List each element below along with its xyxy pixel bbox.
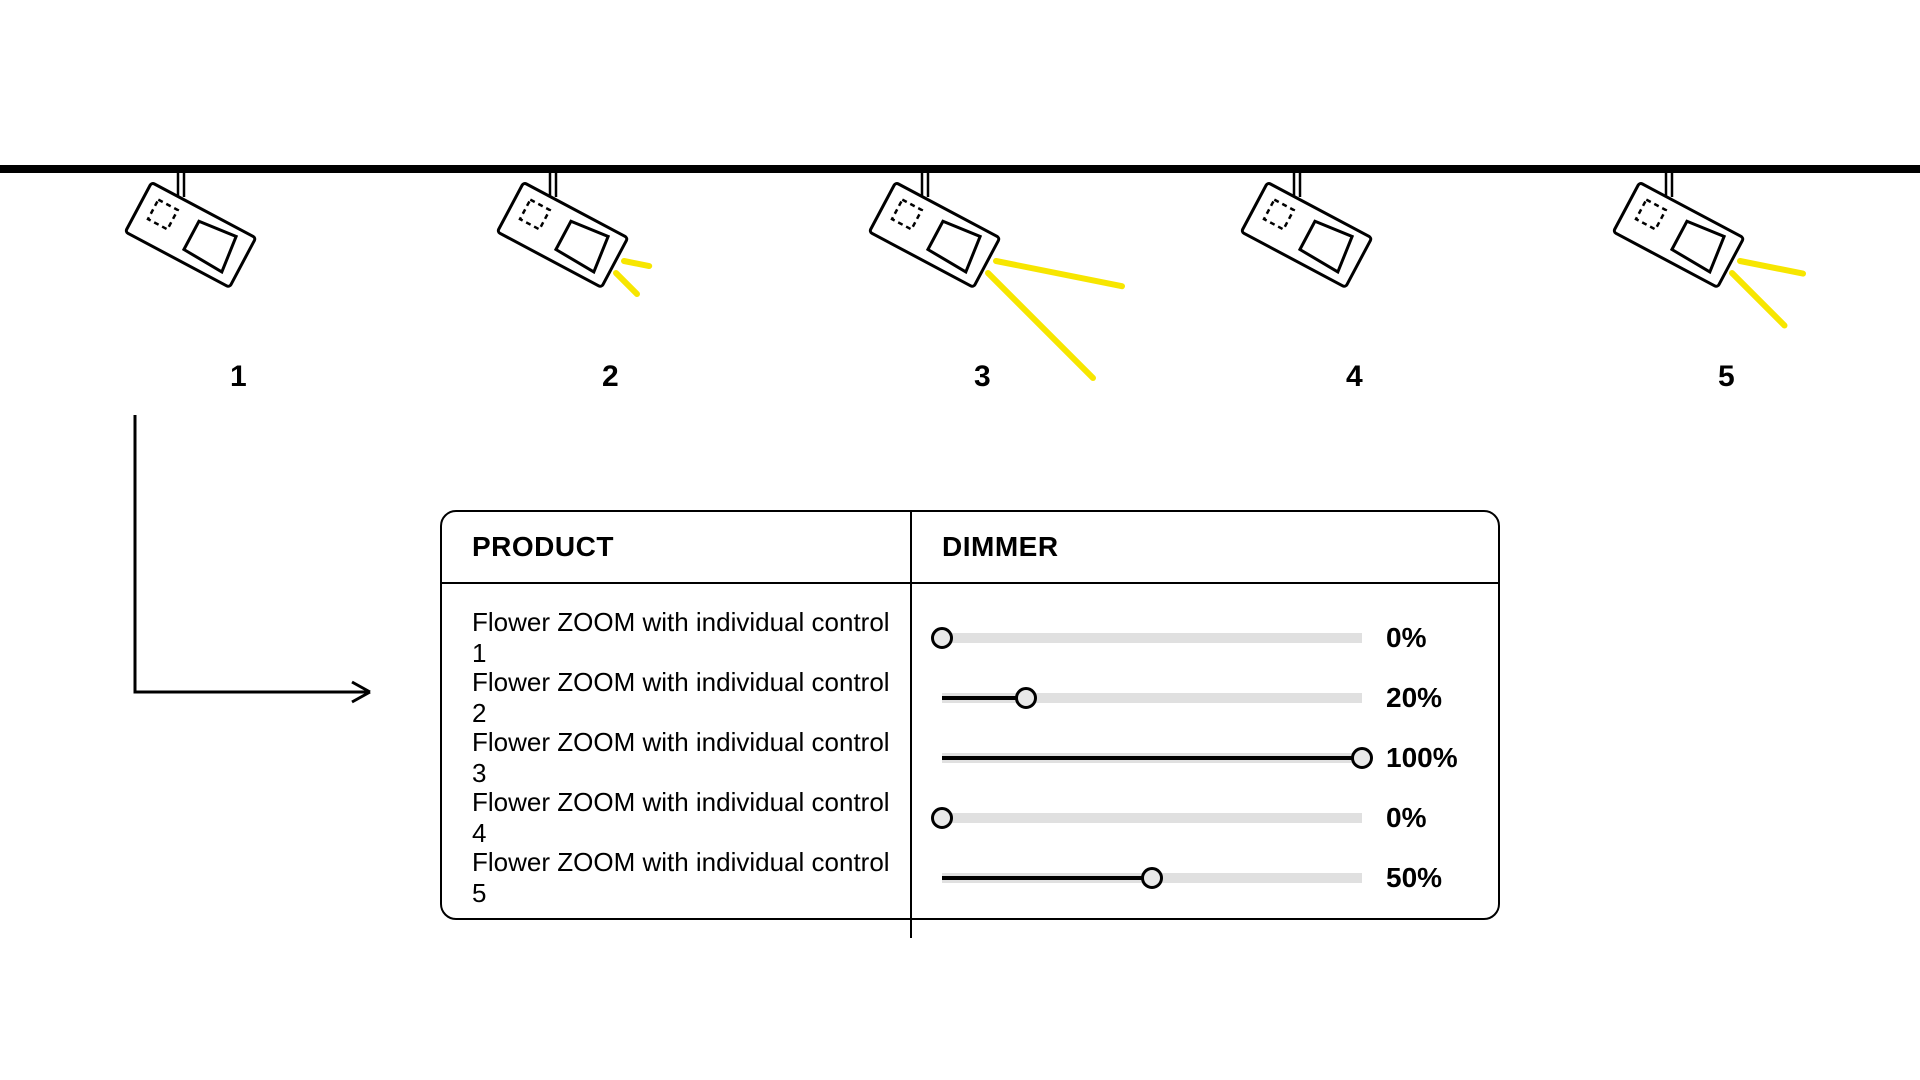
slider-thumb[interactable] [1141,867,1163,889]
slider-value: 50% [1386,862,1476,894]
product-row: Flower ZOOM with individual control 1 [472,608,910,668]
column-header-product: PRODUCT [442,512,912,582]
slider-fill [942,876,1152,880]
dimmer-slider[interactable]: 0% [942,622,1478,654]
column-header-dimmer: DIMMER [912,531,1059,563]
product-name: Flower ZOOM with individual control 5 [472,847,910,909]
slider-value: 0% [1386,622,1476,654]
product-row: Flower ZOOM with individual control 2 [472,668,910,728]
dimmer-row: 20% [942,668,1478,728]
spotlight-icon [492,173,792,398]
product-name: Flower ZOOM with individual control 3 [472,727,910,789]
slider-value: 0% [1386,802,1476,834]
slider-thumb[interactable] [1015,687,1037,709]
spotlight-label: 1 [230,360,247,394]
product-row: Flower ZOOM with individual control 3 [472,728,910,788]
ceiling-track [0,165,1920,173]
dimmer-control-panel: PRODUCT DIMMER Flower ZOOM with individu… [440,510,1500,920]
slider-fill [942,696,1026,700]
dimmer-row: 0% [942,608,1478,668]
dimmer-column: 0% 20% 100% 0% 50% [912,584,1498,938]
spotlight-label: 5 [1718,360,1735,394]
dimmer-row: 0% [942,788,1478,848]
slider-thumb[interactable] [1351,747,1373,769]
dimmer-slider[interactable]: 50% [942,862,1478,894]
slider-value: 20% [1386,682,1476,714]
product-column: Flower ZOOM with individual control 1Flo… [442,584,912,938]
product-name: Flower ZOOM with individual control 2 [472,667,910,729]
slider-track [942,633,1362,643]
slider-thumb[interactable] [931,627,953,649]
spotlight-label: 4 [1346,360,1363,394]
spotlight-icon [1608,173,1908,398]
slider-value: 100% [1386,742,1476,774]
dimmer-slider[interactable]: 0% [942,802,1478,834]
spotlight-label: 2 [602,360,619,394]
panel-header: PRODUCT DIMMER [442,512,1498,584]
dimmer-row: 100% [942,728,1478,788]
product-name: Flower ZOOM with individual control 1 [472,607,910,669]
spotlight-label: 3 [974,360,991,394]
spotlight-icon [864,173,1164,398]
panel-body: Flower ZOOM with individual control 1Flo… [442,584,1498,938]
slider-thumb[interactable] [931,807,953,829]
dimmer-row: 50% [942,848,1478,908]
slider-track [942,813,1362,823]
slider-fill [942,756,1362,760]
product-name: Flower ZOOM with individual control 4 [472,787,910,849]
spotlight-icon [120,173,420,398]
dimmer-slider[interactable]: 100% [942,742,1478,774]
product-row: Flower ZOOM with individual control 5 [472,848,910,908]
dimmer-slider[interactable]: 20% [942,682,1478,714]
spotlight-icon [1236,173,1536,398]
product-row: Flower ZOOM with individual control 4 [472,788,910,848]
